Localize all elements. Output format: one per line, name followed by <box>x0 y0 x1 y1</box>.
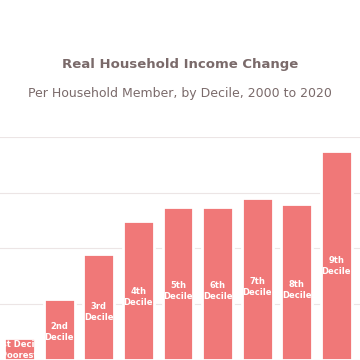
Text: Real Household Income Change: Real Household Income Change <box>62 58 298 71</box>
Text: Per Household Member, by Decile, 2000 to 2020: Per Household Member, by Decile, 2000 to… <box>28 87 332 100</box>
Bar <box>4 338 35 360</box>
Bar <box>163 207 193 360</box>
Bar <box>123 220 154 360</box>
Text: 2nd
Decile: 2nd Decile <box>45 322 74 342</box>
Bar <box>242 198 273 360</box>
Text: 4th
Decile: 4th Decile <box>124 287 153 307</box>
Text: 5th
Decile: 5th Decile <box>163 281 193 301</box>
Bar <box>281 204 312 360</box>
Bar <box>202 207 233 360</box>
Bar <box>321 151 352 360</box>
Text: 9th
Decile: 9th Decile <box>321 256 351 276</box>
Text: 6th
Decile: 6th Decile <box>203 281 232 301</box>
Text: 8th
Decile: 8th Decile <box>282 280 311 300</box>
Text: 7th
Decile: 7th Decile <box>242 277 272 297</box>
Bar <box>84 254 114 360</box>
Bar <box>44 299 75 360</box>
Text: 1st Decile
(Poorest): 1st Decile (Poorest) <box>0 340 44 360</box>
Text: 3rd
Decile: 3rd Decile <box>84 302 114 322</box>
